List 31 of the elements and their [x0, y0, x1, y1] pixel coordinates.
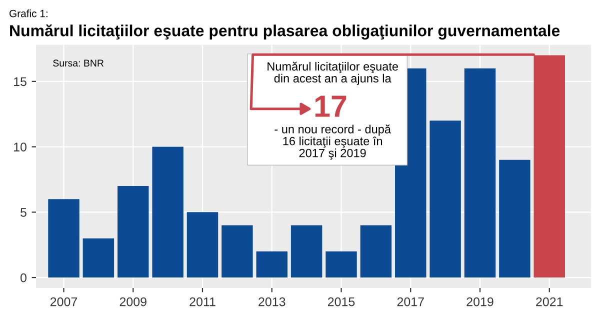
y-tick-label: 5	[20, 208, 26, 217]
bar	[186, 212, 218, 278]
chart-title: Numărul licitaţiilor eşuate pentru plasarea obligaţiunilor guvernamentale	[10, 24, 560, 40]
x-tick-label: 2007	[50, 297, 78, 306]
x-tick-label: 2021	[536, 297, 563, 306]
bar	[499, 160, 530, 278]
bar	[48, 199, 80, 278]
x-tick-label: 2015	[328, 297, 355, 306]
annotation: - un nou record - după 16 licitaţii eşuate în 2017 şi 2019	[274, 124, 391, 160]
bar	[464, 68, 496, 278]
bar	[118, 186, 149, 278]
x-tick-label: 2009	[120, 297, 146, 306]
annotation: 17	[315, 96, 346, 117]
bar	[222, 225, 253, 278]
text: Grafic 1:	[10, 10, 48, 18]
x-tick-label: 2011	[190, 297, 216, 306]
bar	[326, 251, 357, 278]
x-tick-label: 2019	[466, 297, 494, 306]
bar	[256, 251, 288, 278]
annotation: Numărul licitaţiilor eşuate din acest an a ajuns la	[268, 62, 398, 85]
bar	[82, 238, 114, 278]
bar	[290, 225, 322, 278]
y-tick-label: 15	[14, 77, 26, 86]
y-tick-label: 10	[14, 142, 26, 152]
bar	[152, 146, 184, 278]
annotation: Sursa: BNR	[53, 60, 104, 67]
x-tick-label: 2017	[397, 297, 424, 306]
bar	[430, 120, 461, 278]
y-tick-label: 0	[20, 273, 26, 282]
x-tick-label: 2013	[258, 297, 286, 306]
bar	[360, 225, 392, 278]
